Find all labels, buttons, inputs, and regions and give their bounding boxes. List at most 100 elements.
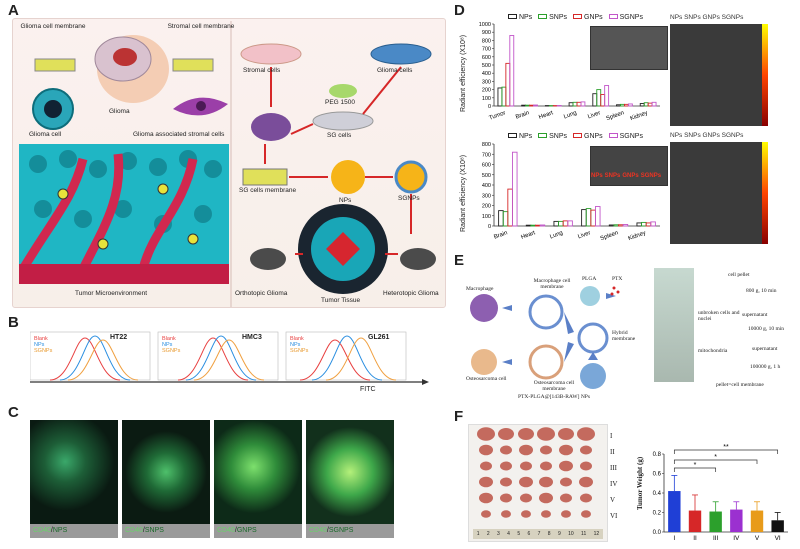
hist-ht22-legend-nps: NPs xyxy=(34,342,45,348)
chart-d-bottom-bar xyxy=(553,220,560,227)
chart-d-top-bar xyxy=(580,101,586,107)
label-glioma-cells: Glioma cells xyxy=(377,67,413,74)
legend-item-nps: NPs xyxy=(508,133,532,140)
chart-d-top-bar xyxy=(647,102,653,107)
tumor-sample xyxy=(539,476,553,488)
chart-d-top-bar xyxy=(525,104,531,107)
chart-d-bottom-bar xyxy=(645,222,652,227)
chart-d-top-bar xyxy=(639,103,645,107)
chart-d-top-xtick: Lung xyxy=(563,110,578,120)
micro-image-sgnps xyxy=(306,420,394,524)
tumor-sample xyxy=(559,460,573,472)
flow-unbroken: unbroken cells and nuclei xyxy=(698,310,740,322)
micro-caption-sgnps: CD40/SGNPS xyxy=(306,524,394,538)
chart-d-top-bar xyxy=(643,102,649,107)
chart-d-bottom-xtick: Kidney xyxy=(628,230,647,242)
hist-gl261-legend-blank: Blank xyxy=(290,336,304,342)
label-osteosarcoma-membrane: Osteosarcoma cell membrane xyxy=(533,380,575,392)
tumor-sample xyxy=(479,444,493,456)
tumor-sample xyxy=(501,510,511,518)
panel-e: Macrophage Macrophage cell membrane PLGA… xyxy=(466,268,796,400)
chart-d-top-ytick: 300 xyxy=(482,79,491,85)
tumor-sample xyxy=(537,427,555,441)
chart-d-bottom-bar xyxy=(567,220,573,227)
chart-f-sig-bracket xyxy=(673,459,758,464)
chart-d-top-xtick: Brain xyxy=(515,110,530,120)
micro-image-nps xyxy=(30,420,118,524)
legend-item-nps: NPs xyxy=(508,14,532,21)
chart-d-top-bar xyxy=(505,62,511,107)
chart-d-bottom-bar xyxy=(562,220,569,227)
chart-d-bottom-ytick: 400 xyxy=(482,183,491,189)
tumor-sample xyxy=(519,476,533,488)
chart-d-bottom-bar xyxy=(613,224,619,227)
tumor-sample xyxy=(580,493,592,503)
chart-d-bottom-bar xyxy=(511,151,518,227)
chart-f-bar xyxy=(771,520,784,532)
chart-d-bottom-xtick: Lung xyxy=(549,230,564,240)
chart-f-bar xyxy=(668,491,681,532)
tumor-sample xyxy=(579,476,593,488)
chart-d-top-bar xyxy=(572,101,578,107)
hist-ht22-legend-sgnps: SGNPs xyxy=(34,348,53,354)
legend-item-sgnps: SGNPs xyxy=(608,133,643,140)
panel-a-illustration xyxy=(19,21,436,307)
chart-d-bottom-bar xyxy=(507,188,513,227)
chart-d-top-bar xyxy=(509,35,515,107)
chart-d-top-bar xyxy=(592,93,598,107)
chart-d-bottom-xtick: Brain xyxy=(493,230,508,240)
ivis-inset-top xyxy=(590,26,668,70)
chart-d-bottom-ytick: 600 xyxy=(482,163,491,169)
chart-d-top-ytick: 500 xyxy=(482,63,491,69)
hist-hmc3-legend-nps: NPs xyxy=(162,342,173,348)
chart-d-bottom-bar xyxy=(608,224,615,227)
chart-d-top-ytick: 600 xyxy=(482,55,491,61)
chart-d-bottom-bar xyxy=(618,224,624,227)
hist-gl261-title: GL261 xyxy=(368,334,390,341)
chart-f-sig-label: ** xyxy=(723,444,729,451)
chart-d-bottom-ytick: 0 xyxy=(488,224,491,230)
chart-f-ytick: 0.4 xyxy=(653,491,662,497)
chart-d-top-bar xyxy=(616,104,621,107)
panel-b: HT22 Blank NPs SGNPs HMC3 Blank NPs SGNP… xyxy=(30,330,430,400)
centrifuge-tube-photo xyxy=(654,268,694,382)
tumor-sample xyxy=(500,461,512,471)
legend-item-gnps: GNPs xyxy=(573,14,603,21)
label-osteosarcoma-cell: Osteosarcoma cell xyxy=(466,376,507,382)
label-stromal-cells: Stromal cells xyxy=(243,67,281,74)
organ-image-top xyxy=(670,24,762,126)
chart-d-top-bar xyxy=(651,101,657,107)
chart-f-ytick: 0.8 xyxy=(653,452,662,458)
chart-d-bottom-bar xyxy=(558,220,564,227)
ivis-inset-bottom xyxy=(590,146,668,186)
tumor-sample xyxy=(500,477,512,487)
chart-f-bar xyxy=(688,510,702,532)
chart-d-top-bar xyxy=(501,86,507,107)
organ-image-header-top: NPs SNPs GNPs SGNPs xyxy=(670,14,744,21)
chart-d-top-bar xyxy=(623,103,629,107)
label-macrophage: Macrophage xyxy=(466,286,494,292)
panel-b-histograms xyxy=(30,331,429,385)
label-glioma-cell-membrane: Glioma cell membrane xyxy=(20,23,86,30)
ivis-inset-labels: NPs SNPs GNPs SGNPs xyxy=(591,173,662,179)
label-ptx: PTX xyxy=(612,276,623,282)
tumor-sample xyxy=(539,492,553,504)
label-nps: NPs xyxy=(339,197,352,204)
tumor-sample xyxy=(577,427,595,441)
tumor-sample xyxy=(479,492,493,504)
chart-f-sig-bracket xyxy=(673,449,779,454)
chart-d-bottom-bar xyxy=(590,209,596,227)
label-orthotopic-glioma: Orthotopic Glioma xyxy=(235,290,288,297)
tumor-sample xyxy=(560,477,572,487)
tumor-samples xyxy=(477,427,595,518)
hist-hmc3-legend-blank: Blank xyxy=(162,336,176,342)
legend-item-snps: SNPs xyxy=(538,14,567,21)
chart-d-top-bar xyxy=(568,102,574,107)
panel-e-schematic xyxy=(470,286,620,389)
chart-f-xtick: III xyxy=(713,535,719,542)
flow-supernatant2: supernatant xyxy=(752,346,778,352)
chart-d-top-bar xyxy=(600,94,606,107)
flow-supernatant1: supernatant xyxy=(742,312,768,318)
chart-d-top-bar xyxy=(576,101,582,107)
tumor-sample xyxy=(500,445,512,455)
